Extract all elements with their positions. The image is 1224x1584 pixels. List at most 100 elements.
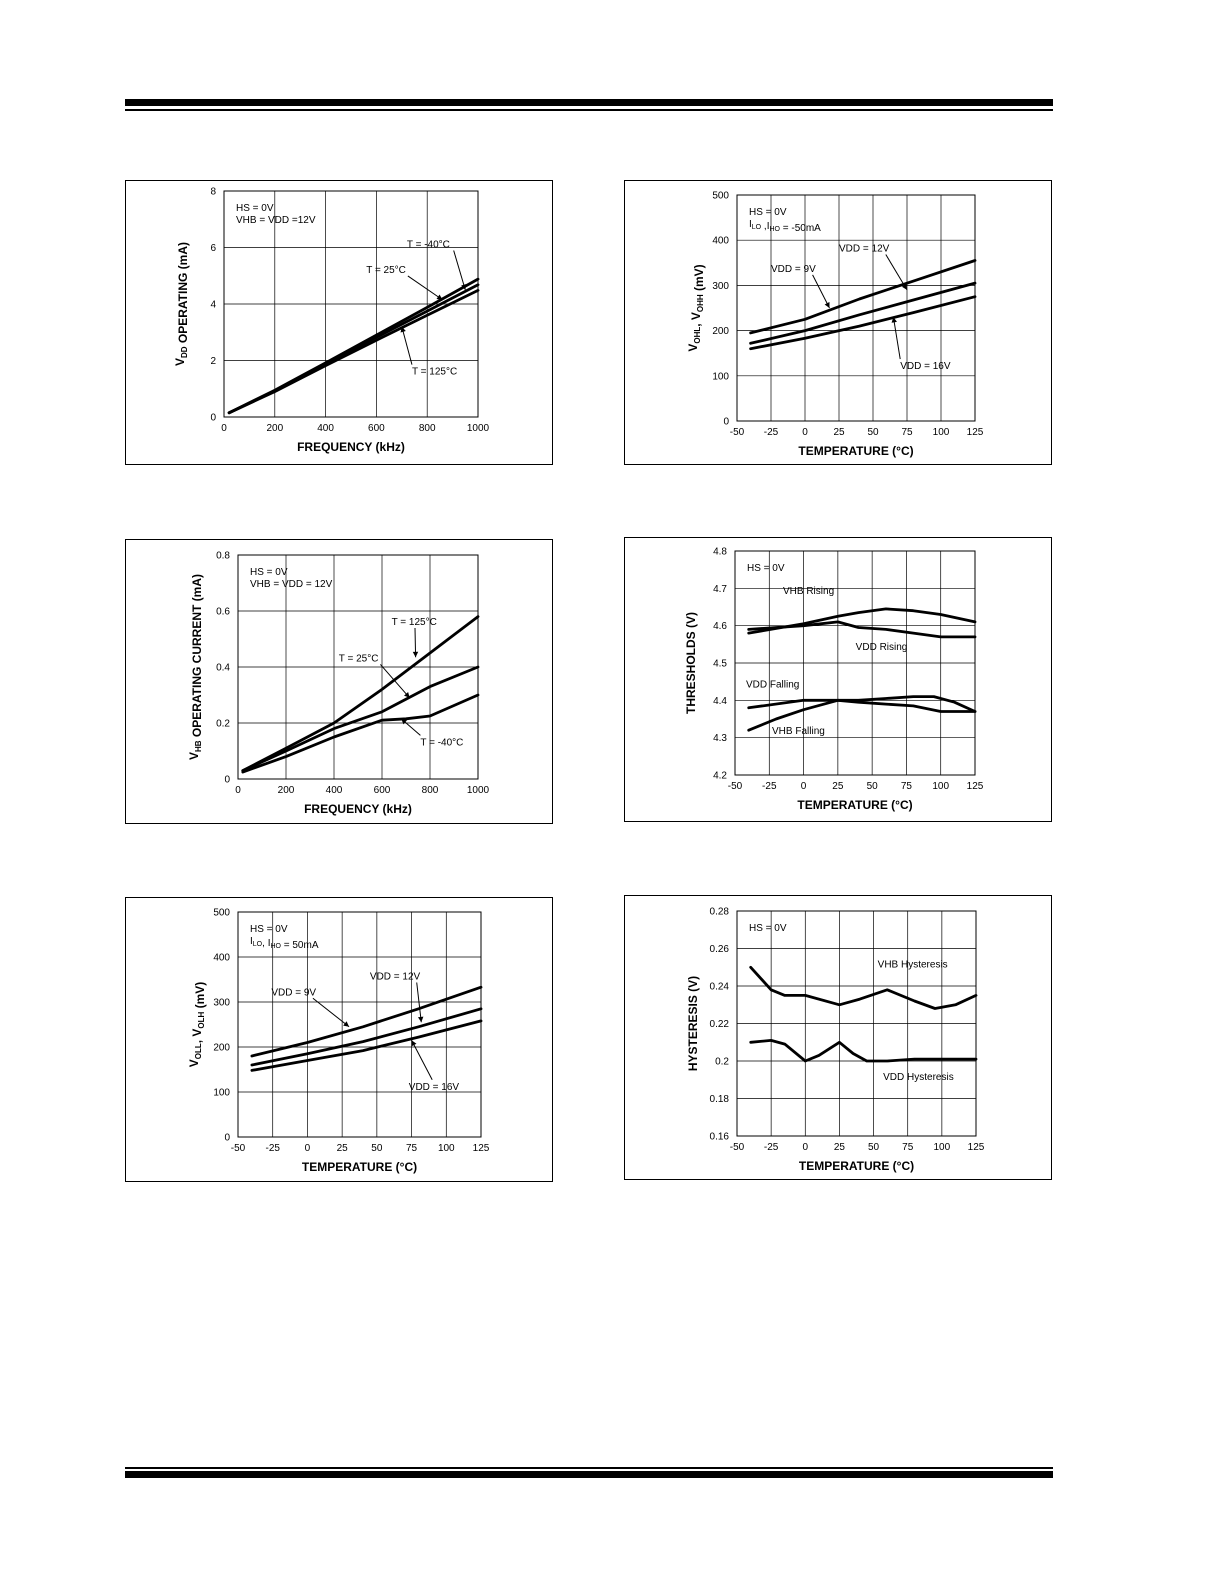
x-tick-label: 200 bbox=[278, 785, 295, 796]
condition-label: HS = 0V bbox=[250, 924, 288, 935]
x-axis-label: TEMPERATURE (°C) bbox=[798, 444, 913, 458]
x-tick-label: 75 bbox=[406, 1143, 418, 1154]
chart-panel-3: 0 200 400 600 800 1000 0 0.2 0.4 0.6 0.8 FREQUENCY … bbox=[125, 539, 553, 824]
series-line bbox=[250, 985, 483, 1058]
footer-rule-thick bbox=[125, 1471, 1053, 1478]
series-label: VDD = 16V bbox=[900, 361, 951, 372]
x-tick-label: -50 bbox=[231, 1143, 246, 1154]
plot-frame bbox=[223, 190, 479, 418]
chart-vol-vs-temperature: -50 -25 0 25 50 75 100 125 0 100 200 300 400 500 TEMPE… bbox=[187, 908, 490, 1175]
series-label: VDD = 9V bbox=[271, 987, 316, 998]
y-tick-label: 0.2 bbox=[216, 719, 230, 730]
chart-panel-4: -50 -25 0 25 50 75 100 125 4.2 4.3 4.4 4.5 4.6 4.7 4.8… bbox=[624, 537, 1052, 822]
y-axis-label: THRESHOLDS (V) bbox=[684, 612, 698, 714]
y-tick-label: 8 bbox=[210, 187, 216, 198]
x-tick-label: 25 bbox=[834, 1142, 846, 1153]
series-label: T = 125°C bbox=[412, 367, 457, 378]
pointer-arrowhead bbox=[411, 1040, 417, 1047]
y-tick-label: 0.8 bbox=[216, 551, 230, 562]
footer-rule-thin bbox=[125, 1467, 1053, 1469]
chart-vhb-operating-current-vs-frequency: 0 200 400 600 800 1000 0 0.2 0.4 0.6 0.8 FREQUENCY … bbox=[187, 551, 490, 817]
x-tick-label: 100 bbox=[438, 1143, 455, 1154]
x-tick-label: 100 bbox=[933, 427, 950, 438]
x-tick-label: 200 bbox=[266, 423, 283, 434]
y-tick-label: 6 bbox=[210, 243, 216, 254]
x-tick-label: -25 bbox=[762, 781, 777, 792]
series-label: VDD = 12V bbox=[370, 972, 421, 983]
series-label: VHB Hysteresis bbox=[878, 959, 948, 970]
pointer-arrowhead bbox=[901, 283, 907, 290]
pointer-arrowhead bbox=[412, 651, 419, 658]
condition-label: HS = 0V bbox=[747, 563, 785, 574]
x-tick-label: 50 bbox=[867, 781, 879, 792]
chart-thresholds-vs-temperature: -50 -25 0 25 50 75 100 125 4.2 4.3 4.4 4.5 4.6 4.7 4.8… bbox=[684, 547, 984, 813]
x-tick-label: 75 bbox=[901, 781, 913, 792]
chart-panel-2: -50 -25 0 25 50 75 100 125 0 100 200 300 400 500 TEMPE… bbox=[624, 180, 1052, 465]
x-tick-label: 400 bbox=[317, 423, 334, 434]
y-tick-label: 0 bbox=[224, 1133, 230, 1144]
y-tick-label: 300 bbox=[213, 998, 230, 1009]
x-tick-label: 100 bbox=[932, 781, 949, 792]
pointer-arrowhead bbox=[417, 1016, 424, 1023]
y-tick-label: 4.2 bbox=[713, 771, 727, 782]
y-tick-label: 0.28 bbox=[710, 907, 730, 918]
chart-hysteresis-vs-temperature: -50 -25 0 25 50 75 100 125 0.16 0.18 0.2 0.22 0.24 0.… bbox=[686, 907, 985, 1174]
x-axis-label: TEMPERATURE (°C) bbox=[799, 1159, 914, 1173]
condition-label: VHB = VDD = 12V bbox=[250, 579, 333, 590]
y-tick-label: 0.6 bbox=[216, 607, 230, 618]
x-tick-label: 125 bbox=[967, 781, 984, 792]
y-tick-label: 400 bbox=[712, 236, 729, 247]
label-pointer bbox=[453, 250, 466, 291]
y-tick-label: 4.8 bbox=[713, 547, 727, 558]
y-axis-label: VOHL, VOHH (mV) bbox=[686, 264, 706, 351]
y-tick-label: 100 bbox=[213, 1088, 230, 1099]
x-tick-label: -25 bbox=[265, 1143, 280, 1154]
label-pointer bbox=[380, 664, 410, 699]
label-pointer bbox=[885, 254, 908, 291]
y-tick-label: 0.2 bbox=[715, 1057, 729, 1068]
series-line bbox=[250, 1019, 483, 1072]
label-pointer bbox=[407, 275, 443, 301]
plot-frame bbox=[736, 194, 976, 422]
series-label: VDD Falling bbox=[746, 679, 799, 690]
y-tick-label: 0.24 bbox=[710, 982, 730, 993]
chart-panel-6: -50 -25 0 25 50 75 100 125 0.16 0.18 0.2 0.22 0.24 0.… bbox=[624, 895, 1052, 1180]
y-tick-label: 0 bbox=[723, 417, 729, 428]
series-line bbox=[241, 665, 480, 772]
y-tick-label: 4.3 bbox=[713, 733, 727, 744]
x-tick-label: 50 bbox=[867, 427, 879, 438]
x-axis-label: FREQUENCY (kHz) bbox=[297, 440, 405, 454]
x-tick-label: 600 bbox=[368, 423, 385, 434]
plot-frame bbox=[736, 910, 977, 1137]
label-pointer bbox=[416, 982, 422, 1023]
y-tick-label: 500 bbox=[213, 908, 230, 919]
x-axis-label: TEMPERATURE (°C) bbox=[797, 798, 912, 812]
pointer-arrowhead bbox=[343, 1021, 350, 1027]
x-tick-label: 1000 bbox=[467, 785, 490, 796]
x-tick-label: -50 bbox=[728, 781, 743, 792]
y-tick-label: 4.5 bbox=[713, 659, 727, 670]
series-line bbox=[250, 1007, 483, 1067]
x-tick-label: 0 bbox=[305, 1143, 311, 1154]
condition-label: HS = 0V bbox=[236, 203, 274, 214]
series-line bbox=[241, 615, 480, 772]
series-label: T = 125°C bbox=[392, 617, 437, 628]
y-axis-label: VOLL, VOLH (mV) bbox=[187, 982, 207, 1068]
series-line bbox=[749, 281, 977, 345]
y-tick-label: 4.4 bbox=[713, 696, 727, 707]
x-tick-label: 25 bbox=[832, 781, 844, 792]
x-tick-label: 600 bbox=[374, 785, 391, 796]
condition-label: ILO, IHO = 50mA bbox=[250, 936, 319, 951]
pointer-arrowhead bbox=[436, 294, 443, 300]
x-axis-label: FREQUENCY (kHz) bbox=[304, 802, 412, 816]
x-tick-label: -50 bbox=[730, 1142, 745, 1153]
x-tick-label: 75 bbox=[901, 427, 913, 438]
x-tick-label: 50 bbox=[371, 1143, 383, 1154]
chart-vdd-operating-vs-frequency: 0 200 400 600 800 1000 0 2 4 6 8 FREQUENCY (kHz) VDD… bbox=[173, 187, 490, 455]
x-tick-label: 50 bbox=[868, 1142, 880, 1153]
y-tick-label: 0.18 bbox=[710, 1094, 730, 1105]
x-tick-label: 125 bbox=[473, 1143, 490, 1154]
label-pointer bbox=[312, 997, 350, 1028]
x-tick-label: 125 bbox=[968, 1142, 985, 1153]
y-tick-label: 4 bbox=[210, 300, 216, 311]
